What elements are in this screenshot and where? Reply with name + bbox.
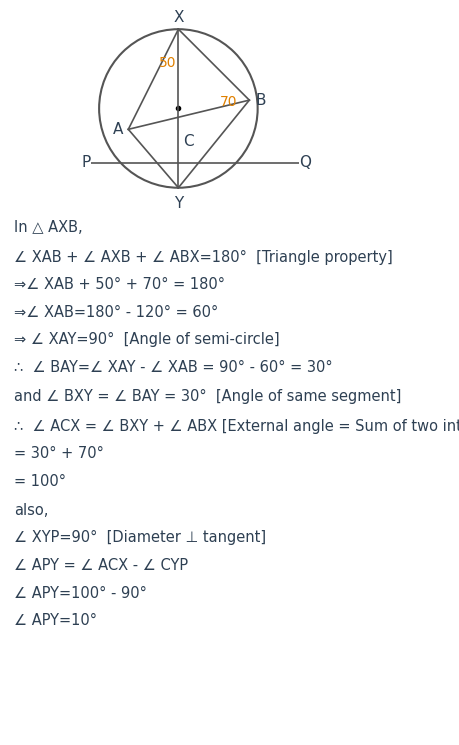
Text: Q: Q [299,155,311,170]
Text: ∴  ∠ BAY=∠ XAY - ∠ XAB = 90° - 60° = 30°: ∴ ∠ BAY=∠ XAY - ∠ XAB = 90° - 60° = 30° [14,360,332,375]
Text: ⇒ ∠ XAY=90°  [Angle of semi-circle]: ⇒ ∠ XAY=90° [Angle of semi-circle] [14,332,280,347]
Text: ∴  ∠ ACX = ∠ BXY + ∠ ABX [External angle = Sum of two interior angles]: ∴ ∠ ACX = ∠ BXY + ∠ ABX [External angle … [14,419,459,434]
Text: ∠ XYP=90°  [Diameter ⊥ tangent]: ∠ XYP=90° [Diameter ⊥ tangent] [14,530,266,545]
Text: also,: also, [14,503,48,518]
Text: X: X [173,10,184,25]
Text: A: A [113,122,123,137]
Text: ∠ APY=10°: ∠ APY=10° [14,613,97,628]
Text: C: C [184,133,194,148]
Text: 70: 70 [220,95,237,110]
Text: 50: 50 [159,56,177,69]
Text: ∠ XAB + ∠ AXB + ∠ ABX=180°  [Triangle property]: ∠ XAB + ∠ AXB + ∠ ABX=180° [Triangle pro… [14,250,392,264]
Text: B: B [256,92,266,107]
Text: ∠ APY = ∠ ACX - ∠ CYP: ∠ APY = ∠ ACX - ∠ CYP [14,558,188,573]
Text: = 100°: = 100° [14,474,66,489]
Text: ⇒∠ XAB=180° - 120° = 60°: ⇒∠ XAB=180° - 120° = 60° [14,305,218,320]
Text: In △ AXB,: In △ AXB, [14,220,83,235]
Text: ∠ APY=100° - 90°: ∠ APY=100° - 90° [14,586,146,600]
Text: = 30° + 70°: = 30° + 70° [14,446,104,461]
Text: Y: Y [174,196,183,211]
Text: P: P [82,155,91,170]
Text: and ∠ BXY = ∠ BAY = 30°  [Angle of same segment]: and ∠ BXY = ∠ BAY = 30° [Angle of same s… [14,389,401,404]
Text: ⇒∠ XAB + 50° + 70° = 180°: ⇒∠ XAB + 50° + 70° = 180° [14,277,225,292]
